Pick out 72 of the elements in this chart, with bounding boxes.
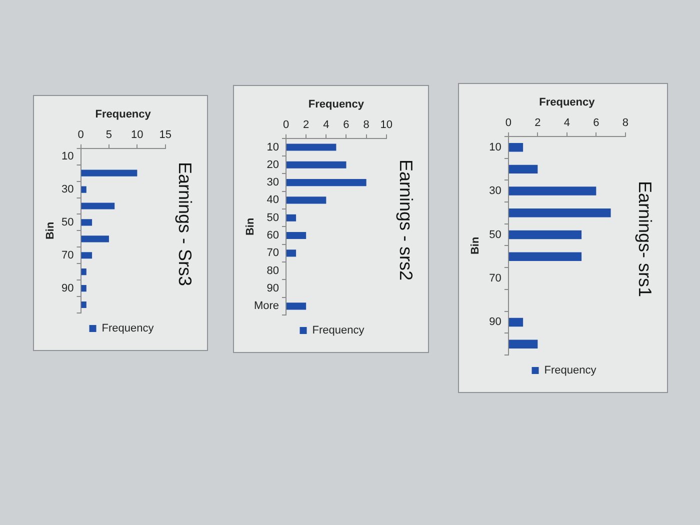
- y-axis-title: Bin: [44, 222, 57, 240]
- x-axis-title: Frequency: [95, 108, 152, 121]
- bar: [81, 236, 109, 242]
- bar: [81, 301, 86, 308]
- y-tick-label: 60: [266, 230, 279, 242]
- bar: [508, 340, 538, 348]
- x-tick-label: 8: [363, 118, 370, 131]
- y-tick-label: 90: [62, 282, 74, 294]
- y-tick-label: 30: [489, 185, 502, 198]
- legend-label: Frequency: [544, 364, 597, 377]
- bar: [286, 196, 326, 204]
- bar: [81, 219, 92, 226]
- x-tick-label: 2: [303, 118, 310, 131]
- x-tick-label: 0: [505, 116, 512, 129]
- x-axis-title: Frequency: [308, 98, 365, 111]
- bar: [286, 302, 306, 310]
- y-tick-label: 20: [266, 158, 279, 171]
- bar: [81, 202, 115, 210]
- bar: [81, 285, 86, 292]
- x-tick-label: 2: [534, 116, 541, 129]
- y-tick-label: 70: [489, 272, 502, 285]
- text: Earnings- srs1: [635, 180, 656, 298]
- bar: [508, 164, 538, 174]
- x-axis-title: Frequency: [539, 96, 596, 109]
- bar: [81, 170, 138, 176]
- bar: [286, 144, 336, 151]
- x-tick-label: 8: [622, 116, 628, 129]
- y-tick-label: 10: [62, 150, 74, 163]
- bar: [508, 230, 582, 240]
- bar: [81, 252, 92, 259]
- y-tick-label: 90: [266, 282, 279, 295]
- bar: [286, 161, 346, 168]
- x-tick-label: 6: [343, 118, 350, 131]
- legend-label: Frequency: [102, 322, 154, 335]
- x-tick-label: 0: [282, 118, 290, 131]
- y-tick-label: 70: [266, 247, 279, 260]
- text: Earnings - Srs3: [175, 162, 196, 286]
- x-tick-label: 15: [159, 128, 172, 141]
- y-tick-label: 50: [62, 216, 74, 228]
- bar: [81, 268, 86, 276]
- y-tick-label: 30: [62, 184, 74, 196]
- y-tick-label: 90: [489, 316, 502, 328]
- y-tick-label: 10: [489, 141, 502, 154]
- x-tick-label: 0: [78, 128, 84, 141]
- x-tick-label: 6: [593, 116, 600, 129]
- y-axis-title: Bin: [470, 236, 482, 255]
- bar: [286, 179, 366, 186]
- y-tick-label: More: [254, 300, 279, 312]
- y-tick-label: 70: [62, 249, 74, 262]
- bar: [508, 252, 582, 261]
- x-tick-label: 4: [564, 116, 570, 129]
- x-tick-label: 10: [380, 118, 393, 131]
- x-tick-label: 10: [131, 128, 144, 141]
- y-tick-label: 50: [489, 228, 502, 241]
- bar: [508, 186, 596, 196]
- y-tick-label: 40: [266, 194, 279, 206]
- x-tick-label: 5: [106, 128, 112, 141]
- bar: [508, 318, 524, 327]
- y-tick-label: 30: [266, 176, 279, 189]
- bar: [508, 142, 524, 152]
- x-tick-label: 4: [323, 118, 330, 131]
- bar: [81, 186, 86, 193]
- bar: [286, 214, 296, 222]
- text: Earnings - srs2: [396, 159, 416, 281]
- y-tick-label: 10: [266, 141, 279, 154]
- y-tick-label: 80: [266, 264, 279, 277]
- bar: [286, 250, 296, 257]
- bar: [286, 232, 306, 240]
- y-tick-label: 50: [266, 212, 279, 224]
- bar: [508, 208, 611, 218]
- legend-label: Frequency: [312, 324, 365, 337]
- y-axis-title: Bin: [244, 218, 257, 236]
